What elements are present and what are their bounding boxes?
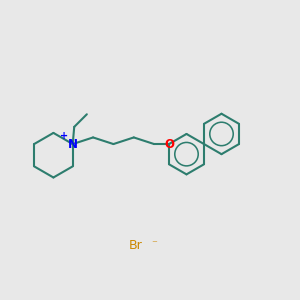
Text: ⁻: ⁻ <box>152 239 158 250</box>
Text: O: O <box>164 138 174 151</box>
Text: N: N <box>68 138 78 151</box>
Text: Br: Br <box>128 238 142 252</box>
Text: +: + <box>60 131 68 141</box>
